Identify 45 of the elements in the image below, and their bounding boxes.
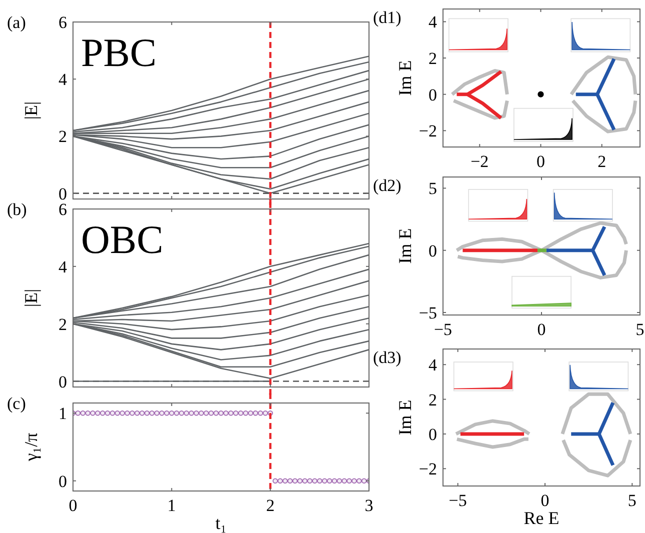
y-tick-label: 0 bbox=[428, 241, 437, 260]
x-tick-label: 1 bbox=[167, 496, 176, 515]
chart-title: (d3) bbox=[373, 348, 402, 367]
chart-title: (c) bbox=[7, 394, 26, 413]
x-tick-label: 3 bbox=[364, 496, 374, 515]
y-tick-label: 0 bbox=[428, 85, 437, 104]
annotation: PBC bbox=[81, 30, 157, 75]
y-tick-label: 5 bbox=[428, 179, 437, 198]
y-tick-label: 4 bbox=[428, 12, 438, 32]
y-tick-label: 4 bbox=[58, 257, 68, 276]
y-tick-label: 2 bbox=[58, 127, 67, 146]
x-tick-label: 2 bbox=[266, 496, 275, 515]
chart-title: (d2) bbox=[373, 176, 402, 195]
x-tick-label: −2 bbox=[470, 152, 489, 171]
annotation: OBC bbox=[81, 217, 164, 262]
y-axis-title: Im E bbox=[395, 400, 415, 436]
x-tick-label: 5 bbox=[628, 491, 636, 510]
x-axis-title: t₁ bbox=[215, 513, 227, 533]
y-tick-label: 0 bbox=[428, 424, 437, 444]
y-axis-title: γ₁/π bbox=[21, 432, 41, 462]
y-tick-label: 0 bbox=[58, 472, 67, 491]
chart-title: (a) bbox=[7, 13, 26, 32]
x-tick-label: 0 bbox=[536, 152, 545, 171]
y-tick-label: 1 bbox=[58, 404, 67, 424]
y-axis-title: Im E bbox=[395, 228, 415, 264]
y-axis-title: |E| bbox=[21, 101, 41, 120]
y-tick-label: −2 bbox=[418, 460, 437, 479]
y-tick-label: 4 bbox=[428, 356, 438, 375]
y-tick-label: 6 bbox=[58, 13, 67, 32]
x-tick-label: 5 bbox=[636, 320, 644, 339]
y-tick-label: 2 bbox=[428, 390, 437, 410]
x-tick-label: 0 bbox=[540, 491, 550, 510]
y-tick-label: 4 bbox=[58, 70, 68, 90]
y-tick-label: 2 bbox=[428, 49, 437, 68]
y-tick-label: −2 bbox=[418, 122, 437, 141]
x-tick-label: 0 bbox=[537, 320, 546, 339]
x-axis-title: Re E bbox=[524, 508, 560, 528]
x-tick-label: 2 bbox=[598, 152, 606, 171]
y-tick-label: −5 bbox=[418, 304, 437, 323]
y-axis-title: |E| bbox=[21, 288, 41, 308]
chart-title: (b) bbox=[7, 200, 27, 219]
y-tick-label: 0 bbox=[58, 372, 67, 392]
y-axis-title: Im E bbox=[395, 60, 415, 96]
x-tick-label: −5 bbox=[448, 491, 467, 510]
chart-title: (d1) bbox=[373, 8, 402, 27]
